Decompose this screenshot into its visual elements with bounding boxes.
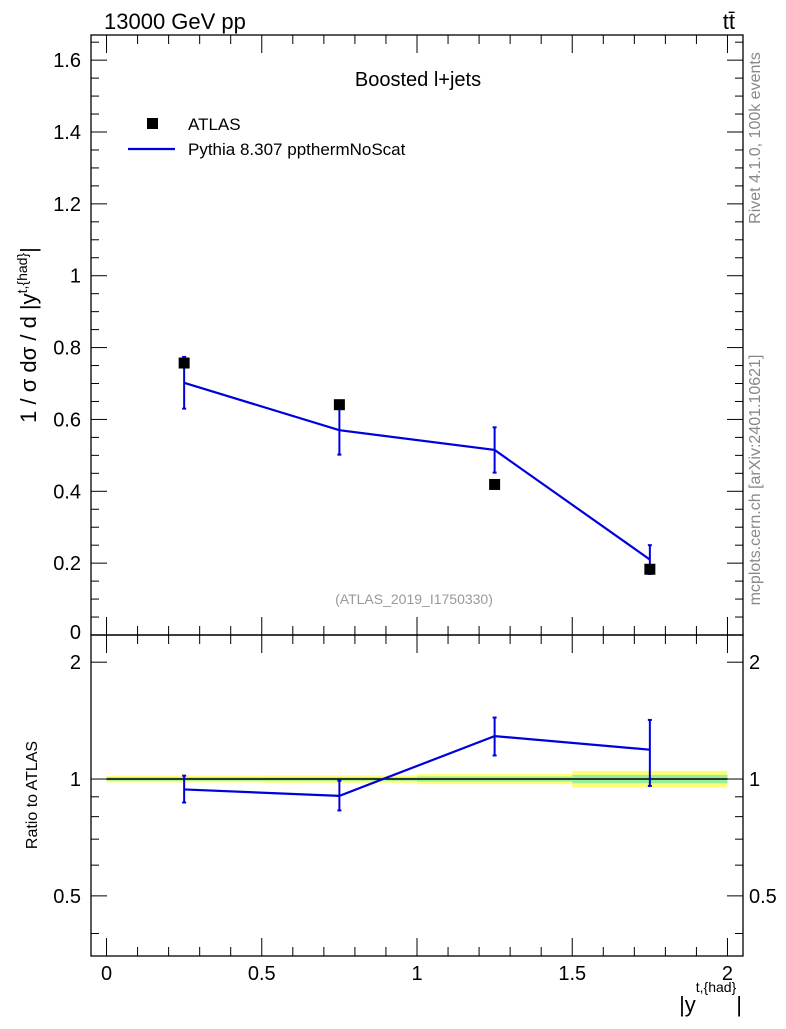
atlas-data-point: [489, 478, 501, 490]
main-tick-labels: 0.2 0.4 0.6 0.8 1 1.2 1.4 1.6 0: [53, 50, 81, 644]
ratio-ticks: [91, 635, 743, 956]
legend-pythia-label: Pythia 8.307 ppthermNoScat: [188, 140, 406, 159]
main-ylabel-text: 1 / σ dσ / d |yt,{had}|: [14, 247, 41, 423]
legend: ATLAS Pythia 8.307 ppthermNoScat: [128, 115, 406, 159]
ratio-series: [106, 716, 728, 812]
xlabel-end-part: |: [736, 992, 742, 1017]
mcplots-label: mcplots.cern.ch [arXiv:2401.10621]: [747, 355, 764, 606]
main-series: [178, 355, 656, 575]
legend-atlas-marker: [147, 118, 158, 129]
ratio-panel: 0.5 0.5 1 1 2 2 0 0.5 1 1.5 2 Ratio to ATLAS: [24, 634, 777, 985]
analysis-label: (ATLAS_2019_I1750330): [335, 591, 493, 607]
main-ytick-label: 1.2: [53, 194, 81, 216]
pythia-line: [183, 381, 651, 561]
process-label: tt̄: [723, 9, 735, 34]
main-ytick-label: 1: [70, 266, 81, 288]
main-ytick-label: 1.6: [53, 50, 81, 72]
ratio-ytick-label-right: 2: [749, 652, 760, 674]
main-ytick-label: 0.2: [53, 553, 81, 575]
main-ytick-label-zero: 0: [70, 622, 81, 644]
ratio-ytick-label-right: 1: [749, 769, 760, 791]
main-ylabel: 1 / σ dσ / d |yt,{had}|: [14, 247, 41, 423]
ratio-ylabel: Ratio to ATLAS: [24, 741, 41, 849]
atlas-data-point: [644, 563, 656, 575]
ratio-xtick-label: 2: [722, 963, 733, 985]
legend-atlas-label: ATLAS: [188, 115, 241, 134]
ratio-ytick-label-left: 1: [70, 769, 81, 791]
ratio-ytick-label-left: 2: [70, 652, 81, 674]
x-axis-label: |yt,{had}|: [679, 979, 742, 1017]
main-ytick-label: 0.6: [53, 409, 81, 431]
ylabel-end-part: |: [16, 247, 41, 253]
ratio-xtick-label: 0.5: [248, 963, 276, 985]
xlabel-superscript: t,{had}: [696, 979, 737, 995]
ratio-ytick-label-left: 0.5: [53, 886, 81, 908]
main-ytick-label: 0.4: [53, 481, 81, 503]
atlas-data-point: [178, 357, 190, 369]
ratio-pythia-line: [184, 734, 650, 797]
main-ytick-label: 0.8: [53, 338, 81, 360]
chart-title: Boosted l+jets: [355, 69, 481, 91]
ratio-xtick-label: 0: [101, 963, 112, 985]
energy-label: 13000 GeV pp: [104, 9, 246, 34]
ylabel-main-part: 1 / σ dσ / d |y: [16, 293, 41, 422]
ratio-tick-labels: 0.5 0.5 1 1 2 2 0 0.5 1 1.5 2: [53, 652, 777, 985]
atlas-data-point: [333, 399, 345, 411]
ratio-ytick-label-right: 0.5: [749, 886, 777, 908]
rivet-version-label: Rivet 4.1.0, 100k events: [747, 52, 764, 224]
main-ytick-label: 1.4: [53, 122, 81, 144]
main-panel: 0.2 0.4 0.6 0.8 1 1.2 1.4 1.6 0 Boosted l+jets (…: [14, 34, 744, 644]
ylabel-superscript: t,{had}: [14, 253, 30, 294]
xlabel-main-part: |y: [679, 992, 696, 1017]
ratio-xtick-label: 1: [411, 963, 422, 985]
ratio-xtick-label: 1.5: [558, 963, 586, 985]
